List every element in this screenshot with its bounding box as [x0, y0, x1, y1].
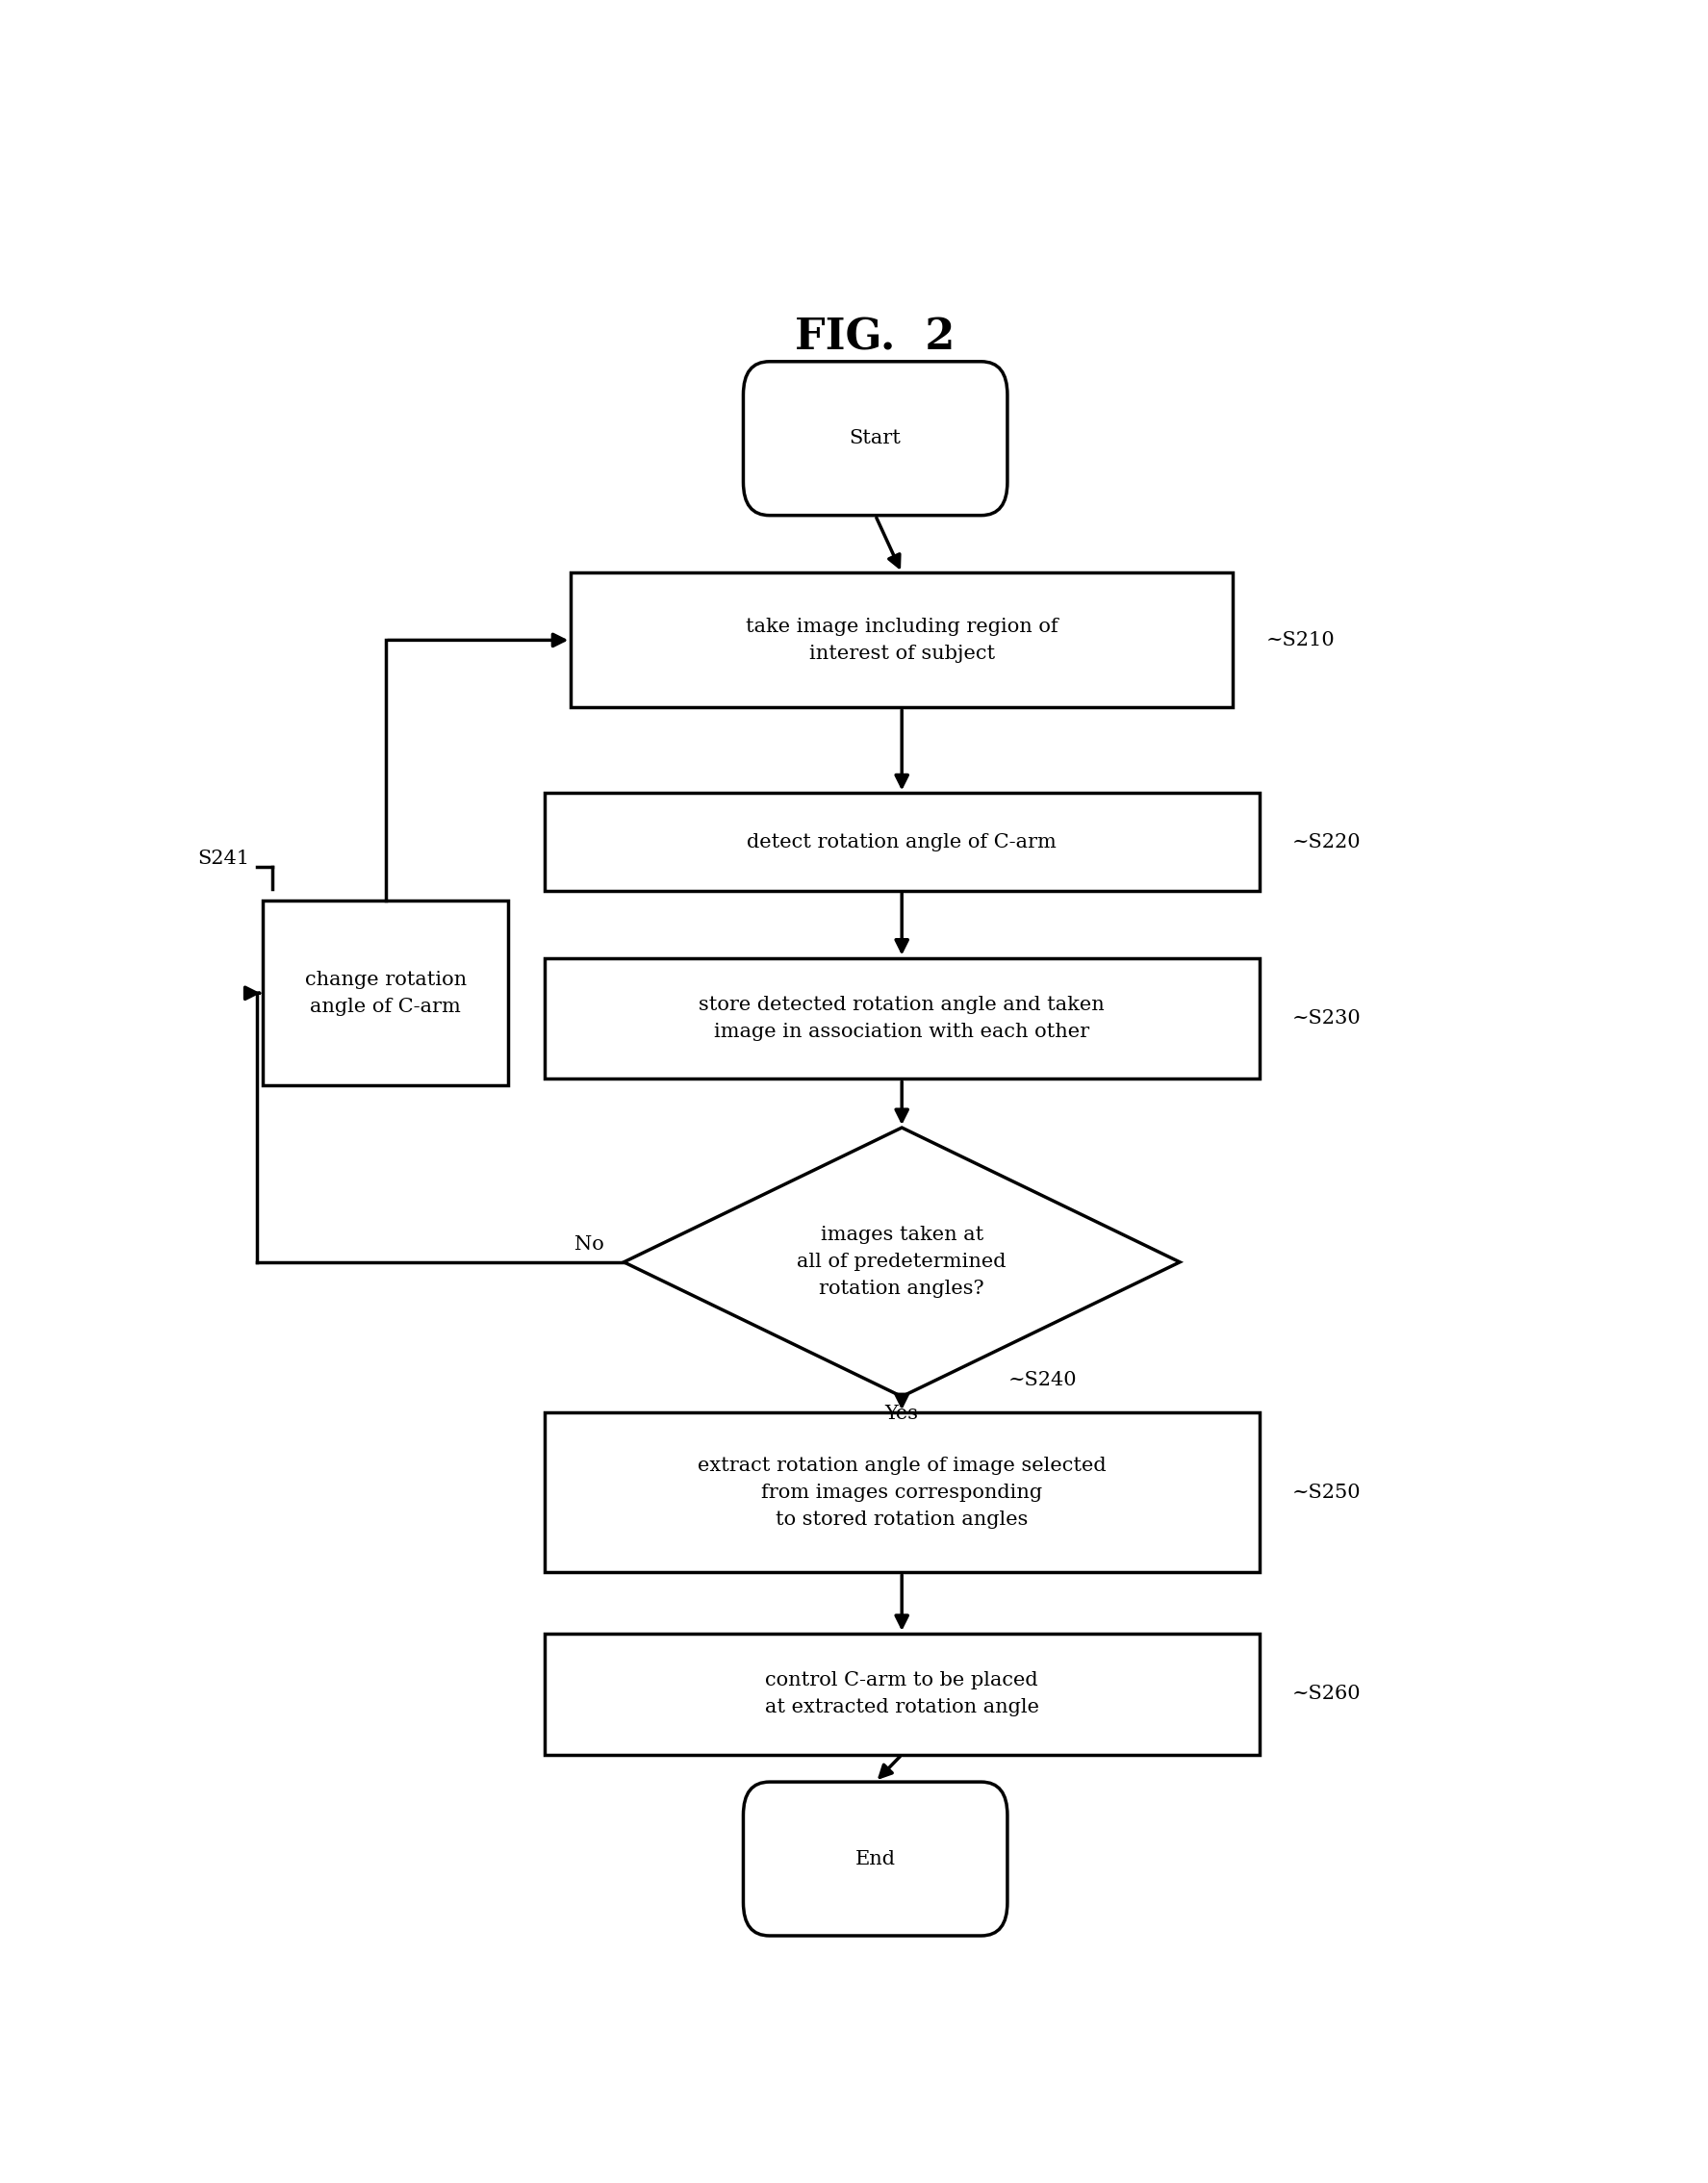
Bar	[545, 792, 1259, 891]
Text: detect rotation angle of C-arm: detect rotation angle of C-arm	[746, 832, 1057, 851]
Text: take image including region of
interest of subject: take image including region of interest …	[746, 618, 1057, 664]
Text: change rotation
angle of C-arm: change rotation angle of C-arm	[304, 971, 466, 1015]
Text: FIG.  2: FIG. 2	[796, 317, 955, 358]
Bar	[545, 1412, 1259, 1572]
Text: ~S210: ~S210	[1266, 631, 1336, 648]
Text: End: End	[856, 1849, 895, 1869]
FancyBboxPatch shape	[743, 362, 1008, 515]
Text: Yes: Yes	[885, 1406, 919, 1423]
FancyBboxPatch shape	[743, 1781, 1008, 1936]
Text: Start: Start	[849, 430, 902, 448]
Text: ~S220: ~S220	[1293, 832, 1361, 851]
Text: ~S250: ~S250	[1293, 1482, 1361, 1502]
Text: ~S240: ~S240	[1008, 1371, 1076, 1391]
Polygon shape	[623, 1129, 1180, 1397]
Text: S241: S241	[198, 849, 249, 869]
Text: ~S230: ~S230	[1293, 1009, 1361, 1028]
Text: store detected rotation angle and taken
image in association with each other: store detected rotation angle and taken …	[699, 995, 1105, 1041]
Text: ~S260: ~S260	[1293, 1685, 1361, 1703]
Text: control C-arm to be placed
at extracted rotation angle: control C-arm to be placed at extracted …	[765, 1672, 1038, 1716]
Bar	[545, 958, 1259, 1078]
Text: images taken at
all of predetermined
rotation angles?: images taken at all of predetermined rot…	[798, 1227, 1006, 1299]
Text: extract rotation angle of image selected
from images corresponding
to stored rot: extract rotation angle of image selected…	[697, 1456, 1107, 1528]
Text: No: No	[574, 1236, 605, 1253]
Bar	[570, 572, 1233, 707]
Bar	[263, 902, 507, 1085]
Bar	[545, 1633, 1259, 1755]
